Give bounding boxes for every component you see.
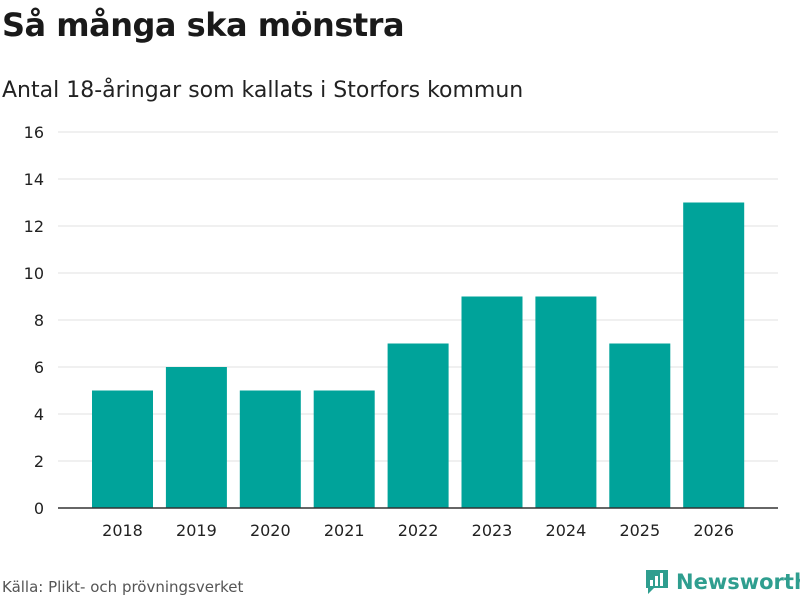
chart-title: Så många ska mönstra <box>2 6 405 44</box>
x-tick-label: 2021 <box>324 521 365 540</box>
x-tick-label: 2022 <box>398 521 439 540</box>
bar-2023 <box>461 296 523 508</box>
x-tick-label: 2019 <box>176 521 217 540</box>
bar-2025 <box>609 343 671 508</box>
bar-2021 <box>313 390 375 508</box>
source-note: Källa: Plikt- och prövningsverket <box>2 578 244 596</box>
bar-2020 <box>239 390 301 508</box>
brand-logo: Newsworthy <box>644 568 800 596</box>
y-tick-label: 2 <box>34 452 44 471</box>
y-tick-label: 4 <box>34 405 44 424</box>
bar-2026 <box>683 202 745 508</box>
bars <box>92 202 745 508</box>
y-tick-label: 0 <box>34 499 44 518</box>
bar-2018 <box>92 390 153 508</box>
y-tick-label: 12 <box>24 217 44 236</box>
x-tick-label: 2024 <box>546 521 587 540</box>
newsworthy-icon <box>646 570 668 594</box>
x-tick-label: 2020 <box>250 521 291 540</box>
x-tick-label: 2023 <box>472 521 513 540</box>
chart-subtitle: Antal 18-åringar som kallats i Storfors … <box>2 78 524 103</box>
y-tick-label: 8 <box>34 311 44 330</box>
x-axis-ticks: 2018 2019 2020 2021 2022 2023 2024 2025 2026 <box>102 521 734 540</box>
y-tick-label: 16 <box>24 123 44 142</box>
y-tick-label: 10 <box>24 264 44 283</box>
bar-2022 <box>387 343 449 508</box>
x-tick-label: 2018 <box>102 521 143 540</box>
x-tick-label: 2026 <box>693 521 734 540</box>
bar-2024 <box>535 296 597 508</box>
y-tick-label: 14 <box>24 170 44 189</box>
y-tick-label: 6 <box>34 358 44 377</box>
x-tick-label: 2025 <box>619 521 660 540</box>
brand-name: Newsworthy <box>676 570 800 594</box>
bar-2019 <box>165 367 227 508</box>
y-axis-ticks: 0 2 4 6 8 10 12 14 16 <box>24 123 44 518</box>
